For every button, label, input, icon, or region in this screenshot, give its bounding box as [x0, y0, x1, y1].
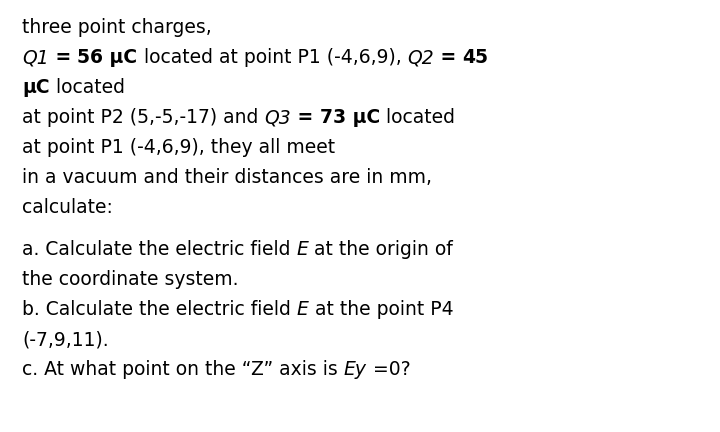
- Text: =: =: [434, 48, 463, 67]
- Text: μC: μC: [22, 78, 50, 97]
- Text: at point P1 (-4,6,9), they all meet: at point P1 (-4,6,9), they all meet: [22, 138, 335, 157]
- Text: 45: 45: [463, 48, 489, 67]
- Text: located: located: [50, 78, 125, 97]
- Text: three point charges,: three point charges,: [22, 18, 212, 37]
- Text: a. Calculate the electric field: a. Calculate the electric field: [22, 240, 297, 259]
- Text: in a vacuum and their distances are in mm,: in a vacuum and their distances are in m…: [22, 168, 432, 187]
- Text: Q2: Q2: [408, 48, 434, 67]
- Text: =: =: [291, 108, 320, 127]
- Text: E: E: [297, 240, 308, 259]
- Text: b. Calculate the electric field: b. Calculate the electric field: [22, 300, 297, 319]
- Text: Ey: Ey: [343, 360, 366, 379]
- Text: calculate:: calculate:: [22, 198, 113, 217]
- Text: at the point P4: at the point P4: [309, 300, 454, 319]
- Text: located: located: [380, 108, 455, 127]
- Text: 73 μC: 73 μC: [320, 108, 380, 127]
- Text: =: =: [49, 48, 77, 67]
- Text: (-7,9,11).: (-7,9,11).: [22, 330, 109, 349]
- Text: c. At what point on the “Z” axis is: c. At what point on the “Z” axis is: [22, 360, 343, 379]
- Text: at point P2 (5,-5,-17) and: at point P2 (5,-5,-17) and: [22, 108, 264, 127]
- Text: Q3: Q3: [264, 108, 291, 127]
- Text: the coordinate system.: the coordinate system.: [22, 270, 238, 289]
- Text: 56 μC: 56 μC: [77, 48, 138, 67]
- Text: located at point P1 (-4,6,9),: located at point P1 (-4,6,9),: [138, 48, 408, 67]
- Text: E: E: [297, 300, 309, 319]
- Text: Q1: Q1: [22, 48, 49, 67]
- Text: at the origin of: at the origin of: [308, 240, 453, 259]
- Text: =0?: =0?: [366, 360, 410, 379]
